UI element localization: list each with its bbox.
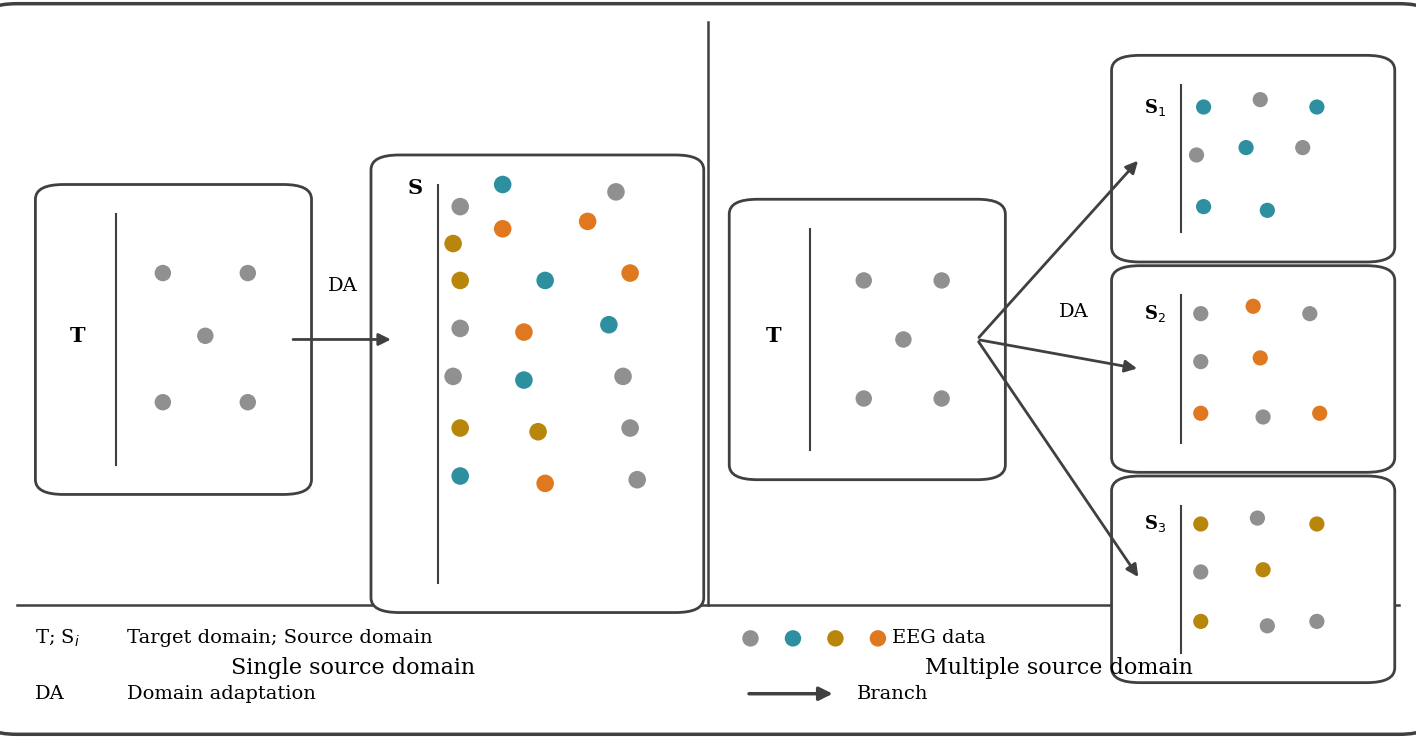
Point bbox=[449, 470, 472, 482]
Point bbox=[1189, 566, 1212, 578]
Point bbox=[892, 334, 915, 345]
Point bbox=[1189, 407, 1212, 419]
Point bbox=[1256, 620, 1279, 632]
Text: Multiple source domain: Multiple source domain bbox=[925, 657, 1194, 679]
Point bbox=[598, 319, 620, 331]
Point bbox=[152, 267, 174, 279]
Point bbox=[513, 374, 535, 386]
Text: EEG data: EEG data bbox=[892, 630, 986, 647]
Point bbox=[576, 215, 599, 227]
Point bbox=[1256, 204, 1279, 216]
FancyBboxPatch shape bbox=[1112, 476, 1395, 683]
Point bbox=[626, 474, 649, 486]
Point bbox=[527, 426, 549, 438]
Point bbox=[1306, 518, 1328, 530]
Point bbox=[619, 267, 641, 279]
Point bbox=[930, 275, 953, 286]
Point bbox=[612, 370, 634, 382]
Point bbox=[1252, 564, 1274, 576]
Point bbox=[491, 179, 514, 190]
Point bbox=[1189, 356, 1212, 368]
Point bbox=[739, 632, 762, 644]
Point bbox=[491, 223, 514, 235]
Point bbox=[852, 275, 875, 286]
FancyBboxPatch shape bbox=[371, 155, 704, 613]
Text: T: T bbox=[765, 325, 782, 346]
Point bbox=[152, 396, 174, 408]
Point bbox=[852, 393, 875, 404]
Point bbox=[236, 267, 259, 279]
Point bbox=[236, 396, 259, 408]
FancyBboxPatch shape bbox=[729, 199, 1005, 480]
Point bbox=[867, 632, 889, 644]
Point bbox=[1189, 518, 1212, 530]
Point bbox=[1246, 512, 1269, 524]
Point bbox=[1306, 101, 1328, 113]
Point bbox=[442, 238, 464, 249]
Point bbox=[1298, 308, 1321, 320]
FancyBboxPatch shape bbox=[1112, 55, 1395, 262]
Point bbox=[1185, 149, 1208, 161]
Point bbox=[194, 330, 217, 342]
Point bbox=[782, 632, 804, 644]
Point bbox=[449, 323, 472, 334]
Point bbox=[1192, 201, 1215, 213]
Point bbox=[449, 275, 472, 286]
Text: T: T bbox=[69, 325, 86, 346]
Point bbox=[1242, 300, 1264, 312]
Text: DA: DA bbox=[1058, 303, 1089, 321]
FancyBboxPatch shape bbox=[35, 184, 312, 494]
Point bbox=[1306, 615, 1328, 627]
Point bbox=[534, 275, 556, 286]
Point bbox=[1235, 142, 1257, 154]
Text: DA: DA bbox=[327, 277, 358, 295]
Text: S$_2$: S$_2$ bbox=[1144, 303, 1167, 324]
Point bbox=[605, 186, 627, 198]
Point bbox=[1291, 142, 1314, 154]
Text: DA: DA bbox=[35, 685, 65, 703]
Point bbox=[1249, 94, 1272, 106]
Text: Branch: Branch bbox=[857, 685, 927, 703]
Point bbox=[534, 477, 556, 489]
Point bbox=[930, 393, 953, 404]
Point bbox=[449, 201, 472, 213]
Text: Target domain; Source domain: Target domain; Source domain bbox=[127, 630, 433, 647]
Text: S$_3$: S$_3$ bbox=[1144, 514, 1167, 534]
Point bbox=[619, 422, 641, 434]
Text: Domain adaptation: Domain adaptation bbox=[127, 685, 316, 703]
FancyBboxPatch shape bbox=[1112, 266, 1395, 472]
Point bbox=[1192, 101, 1215, 113]
Point bbox=[1249, 352, 1272, 364]
Text: T; S$_i$: T; S$_i$ bbox=[35, 628, 81, 649]
Text: S$_1$: S$_1$ bbox=[1144, 97, 1167, 117]
Text: S: S bbox=[408, 178, 422, 199]
FancyBboxPatch shape bbox=[0, 4, 1416, 734]
Point bbox=[1252, 411, 1274, 423]
Point bbox=[513, 326, 535, 338]
Text: Single source domain: Single source domain bbox=[231, 657, 474, 679]
Point bbox=[1189, 615, 1212, 627]
Point bbox=[449, 422, 472, 434]
Point bbox=[442, 370, 464, 382]
Point bbox=[824, 632, 847, 644]
Point bbox=[1308, 407, 1331, 419]
Point bbox=[1189, 308, 1212, 320]
